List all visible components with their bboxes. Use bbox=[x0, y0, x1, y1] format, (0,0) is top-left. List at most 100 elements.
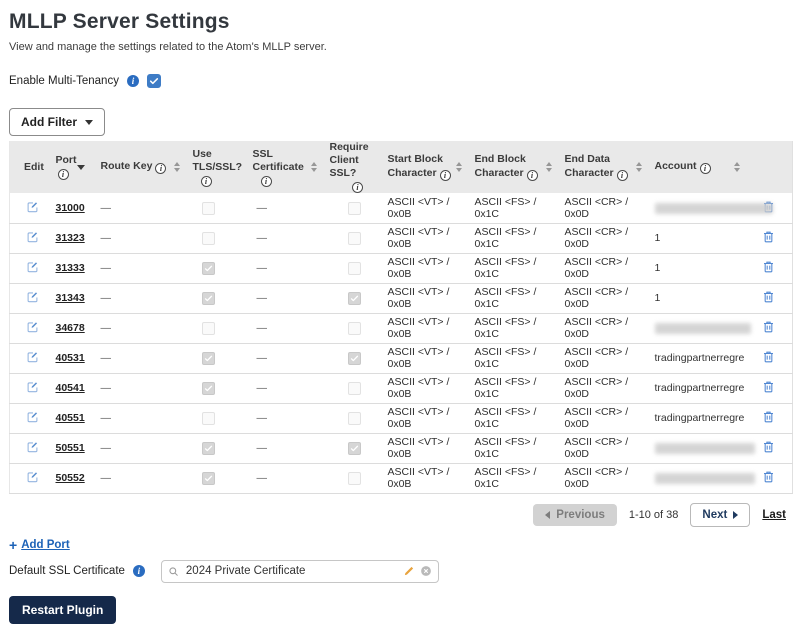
column-label: End Data Character i bbox=[565, 153, 636, 181]
sort-icon[interactable] bbox=[635, 162, 642, 173]
route-key-value: — bbox=[100, 292, 112, 305]
route-key-value: — bbox=[100, 352, 112, 365]
info-icon[interactable]: i bbox=[616, 170, 628, 181]
info-icon[interactable]: i bbox=[200, 175, 212, 187]
edit-row-button[interactable] bbox=[26, 290, 39, 303]
sort-icon[interactable] bbox=[545, 162, 552, 173]
sort-icon[interactable] bbox=[310, 162, 317, 173]
sort-icon[interactable] bbox=[455, 162, 462, 173]
port-link[interactable]: 40541 bbox=[55, 382, 85, 395]
delete-row-button[interactable] bbox=[762, 410, 775, 424]
edit-icon bbox=[27, 262, 38, 273]
info-icon[interactable]: i bbox=[126, 75, 139, 87]
edit-icon bbox=[27, 352, 38, 363]
start-block-value: ASCII <VT> / 0x0B bbox=[387, 196, 450, 221]
port-link[interactable]: 31333 bbox=[55, 262, 85, 275]
port-link[interactable]: 40551 bbox=[55, 412, 85, 425]
column-header-port[interactable]: Port i bbox=[49, 141, 95, 194]
sort-icon[interactable] bbox=[173, 162, 180, 173]
account-value-redacted bbox=[654, 472, 755, 484]
column-header-account[interactable]: Account i bbox=[648, 141, 747, 194]
require-client-ssl-checkbox bbox=[348, 411, 361, 425]
info-icon[interactable]: i bbox=[352, 182, 363, 194]
port-link[interactable]: 31343 bbox=[55, 292, 85, 305]
check-icon bbox=[350, 295, 359, 302]
info-icon[interactable]: i bbox=[699, 163, 711, 175]
table-row: 50551 — — ASCII <VT> / 0x0B ASCII <FS> / 0x1… bbox=[9, 433, 793, 464]
delete-row-button[interactable] bbox=[762, 230, 775, 244]
ssl-certificate-value: — bbox=[256, 382, 268, 395]
pagination: Previous 1-10 of 38 Next Last bbox=[9, 502, 792, 527]
next-label: Next bbox=[702, 508, 728, 521]
port-link[interactable]: 34678 bbox=[55, 322, 85, 335]
info-icon[interactable]: i bbox=[260, 175, 272, 187]
edit-row-button[interactable] bbox=[26, 410, 39, 423]
column-label: Account i bbox=[655, 160, 711, 175]
delete-row-button[interactable] bbox=[762, 350, 775, 364]
add-port-link[interactable]: Add Port bbox=[21, 538, 70, 551]
column-header-start_block[interactable]: Start Block Character i bbox=[381, 141, 469, 194]
column-label: Port bbox=[55, 154, 77, 167]
edit-row-button[interactable] bbox=[26, 260, 39, 273]
route-key-value: — bbox=[100, 442, 112, 455]
delete-row-button[interactable] bbox=[762, 320, 775, 334]
route-key-value: — bbox=[100, 232, 112, 245]
default-ssl-certificate-input[interactable] bbox=[183, 564, 398, 579]
edit-pencil-icon[interactable] bbox=[403, 565, 415, 577]
port-link[interactable]: 31000 bbox=[55, 202, 85, 215]
ports-table-body: 31000 — — ASCII <VT> / 0x0B ASCII <FS> / 0x1… bbox=[9, 193, 793, 494]
multi-tenancy-checkbox[interactable] bbox=[146, 74, 161, 88]
use-tls-checkbox bbox=[201, 291, 215, 305]
sort-icon[interactable] bbox=[733, 162, 740, 173]
use-tls-checkbox bbox=[201, 201, 215, 215]
info-icon[interactable]: i bbox=[439, 170, 451, 181]
column-header-ssl_certificate[interactable]: SSL Certificate i bbox=[246, 141, 324, 194]
edit-row-button[interactable] bbox=[26, 440, 39, 453]
default-ssl-certificate-field[interactable] bbox=[160, 559, 439, 583]
edit-icon bbox=[27, 382, 38, 393]
port-link[interactable]: 50552 bbox=[55, 472, 85, 485]
delete-row-button[interactable] bbox=[762, 440, 775, 454]
edit-row-button[interactable] bbox=[26, 200, 39, 213]
delete-row-button[interactable] bbox=[762, 470, 775, 484]
delete-row-button[interactable] bbox=[762, 290, 775, 304]
account-value-redacted bbox=[654, 322, 751, 334]
column-header-end_data[interactable]: End Data Character i bbox=[558, 141, 649, 194]
use-tls-checkbox bbox=[201, 381, 215, 395]
next-page-button[interactable]: Next bbox=[690, 502, 751, 527]
info-icon[interactable]: i bbox=[526, 170, 538, 181]
edit-row-button[interactable] bbox=[26, 230, 39, 243]
clear-icon[interactable] bbox=[420, 565, 432, 577]
check-icon bbox=[204, 355, 212, 362]
info-icon[interactable]: i bbox=[132, 565, 145, 578]
table-row: 40531 — — ASCII <VT> / 0x0B ASCII <FS> / 0x1… bbox=[9, 343, 793, 374]
check-icon bbox=[204, 385, 212, 392]
edit-row-button[interactable] bbox=[26, 320, 39, 333]
column-header-route_key[interactable]: Route Key i bbox=[94, 141, 187, 194]
delete-row-button[interactable] bbox=[762, 260, 775, 274]
restart-plugin-button[interactable]: Restart Plugin bbox=[9, 595, 117, 624]
edit-row-button[interactable] bbox=[26, 470, 39, 483]
route-key-value: — bbox=[100, 322, 112, 335]
column-header-end_block[interactable]: End Block Character i bbox=[468, 141, 559, 194]
column-label: End Block Character i bbox=[475, 153, 546, 181]
port-link[interactable]: 31323 bbox=[55, 232, 85, 245]
sort-desc-icon[interactable] bbox=[76, 164, 85, 170]
info-icon[interactable]: i bbox=[155, 163, 167, 175]
last-page-link[interactable]: Last bbox=[762, 508, 786, 521]
previous-page-button[interactable]: Previous bbox=[533, 503, 617, 526]
port-link[interactable]: 40531 bbox=[55, 352, 85, 365]
edit-row-button[interactable] bbox=[26, 380, 39, 393]
info-icon[interactable]: i bbox=[57, 169, 69, 181]
end-data-value: ASCII <CR> / 0x0D bbox=[564, 256, 629, 281]
column-header-delete bbox=[746, 141, 793, 194]
port-link[interactable]: 50551 bbox=[55, 442, 85, 455]
delete-row-button[interactable] bbox=[762, 380, 775, 394]
add-filter-button[interactable]: Add Filter bbox=[9, 108, 105, 136]
end-data-value: ASCII <CR> / 0x0D bbox=[564, 436, 629, 461]
edit-row-button[interactable] bbox=[26, 350, 39, 363]
use-tls-checkbox bbox=[201, 351, 215, 365]
route-key-value: — bbox=[100, 382, 112, 395]
ssl-certificate-value: — bbox=[256, 292, 268, 305]
search-icon bbox=[169, 567, 178, 576]
